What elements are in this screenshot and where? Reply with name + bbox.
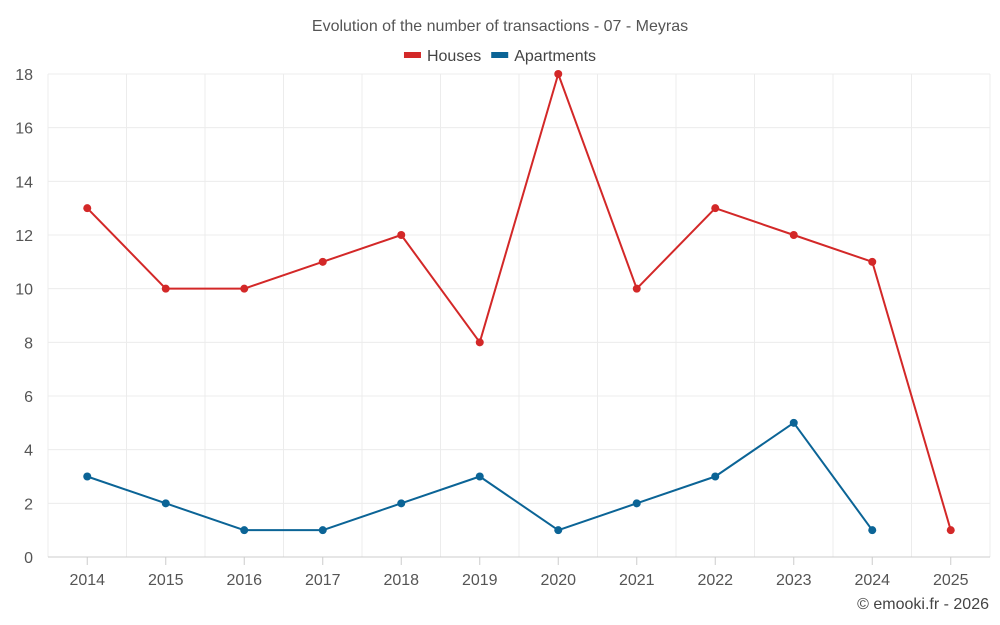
houses-data-point[interactable] — [161, 284, 170, 293]
y-tick-label: 6 — [24, 389, 33, 406]
legend-swatch — [403, 52, 421, 58]
apartments-data-point[interactable] — [554, 526, 563, 535]
grid-layer — [47, 73, 991, 557]
x-tick-label: 2018 — [383, 572, 419, 589]
y-tick-label: 16 — [15, 121, 33, 138]
apartments-data-point[interactable] — [397, 499, 406, 508]
legend-item-apartments[interactable]: Apartments — [491, 48, 596, 65]
houses-data-point[interactable] — [711, 204, 720, 213]
x-tick-label: 2020 — [540, 572, 576, 589]
y-tick-label: 12 — [15, 228, 33, 245]
houses-data-point[interactable] — [240, 284, 249, 293]
x-tick-label: 2022 — [697, 572, 733, 589]
apartments-data-point[interactable] — [868, 526, 877, 535]
legend[interactable]: Houses Apartments — [403, 48, 596, 65]
x-tick-label: 2016 — [226, 572, 262, 589]
legend-swatch — [491, 52, 509, 58]
houses-data-point[interactable] — [868, 257, 877, 266]
apartments-data-point[interactable] — [240, 526, 249, 535]
houses-data-point[interactable] — [632, 284, 641, 293]
houses-data-point[interactable] — [946, 526, 955, 535]
x-tick-label: 2024 — [854, 572, 890, 589]
y-tick-label: 4 — [24, 443, 33, 460]
houses-data-point[interactable] — [397, 231, 406, 239]
y-tick-label: 14 — [15, 174, 33, 191]
y-tick-label: 10 — [15, 282, 33, 299]
y-tick-label: 0 — [24, 550, 33, 567]
y-tick-label: 18 — [15, 67, 33, 84]
apartments-data-point[interactable] — [632, 499, 641, 508]
legend-label: Apartments — [514, 48, 596, 65]
x-tick-label: 2015 — [148, 572, 184, 589]
houses-series-line — [86, 73, 952, 531]
x-tick-label: 2025 — [933, 572, 969, 589]
apartments-data-point[interactable] — [711, 472, 720, 481]
x-tick-label: 2023 — [776, 572, 812, 589]
x-tick-label: 2017 — [305, 572, 341, 589]
x-tick-label: 2021 — [619, 572, 655, 589]
x-tick-label: 2014 — [69, 572, 105, 589]
y-tick-label: 2 — [24, 496, 33, 513]
legend-item-houses[interactable]: Houses — [403, 48, 481, 65]
axis-layer: 0 2 4 6 8 10 12 14 16 18 2014 2015 2016 2017 2018 2019 2… — [15, 67, 990, 589]
apartments-data-point[interactable] — [318, 526, 327, 535]
credit-text: © emooki.fr - 2026 — [857, 596, 989, 613]
apartments-data-point[interactable] — [789, 418, 798, 427]
houses-data-point[interactable] — [789, 231, 798, 239]
houses-data-point[interactable] — [475, 338, 484, 347]
apartments-data-point[interactable] — [161, 499, 170, 508]
houses-data-point[interactable] — [318, 257, 327, 266]
series-layer — [83, 70, 955, 535]
apartments-data-point[interactable] — [475, 472, 484, 481]
y-tick-label: 8 — [24, 335, 33, 352]
apartments-data-point[interactable] — [83, 472, 92, 481]
legend-label: Houses — [427, 48, 481, 65]
houses-data-point[interactable] — [554, 70, 563, 78]
chart-title: Evolution of the number of transactions … — [312, 18, 688, 35]
houses-data-point[interactable] — [83, 204, 92, 213]
x-tick-label: 2019 — [462, 572, 498, 589]
